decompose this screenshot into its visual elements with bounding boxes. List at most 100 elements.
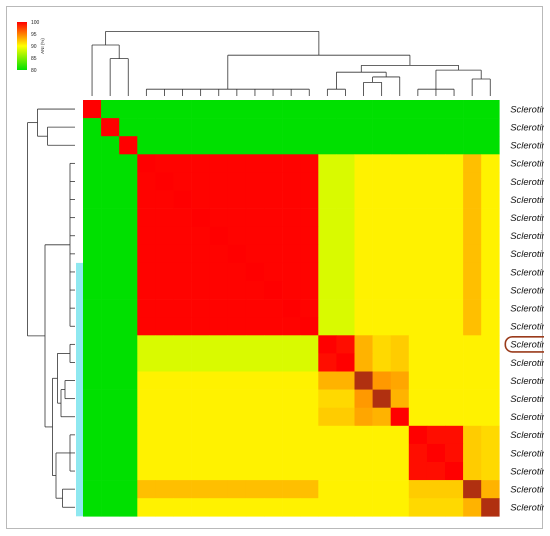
heatmap-cell	[101, 172, 120, 191]
heatmap-cell	[191, 353, 210, 372]
heatmap-cell	[300, 335, 319, 354]
colorbar-tick-label: 90	[31, 44, 37, 50]
heatmap-cell	[445, 389, 464, 408]
heatmap-cell	[336, 172, 355, 191]
heatmap-cell	[481, 118, 500, 137]
row-label-taxon: Sclerotinia sclerotiorum	[510, 284, 544, 295]
heatmap-cell	[300, 498, 319, 517]
heatmap-cell	[245, 226, 265, 246]
row-label: Sclerotinia sclerotiorum 1980 UF-70	[510, 176, 544, 187]
heatmap-cell	[155, 281, 174, 300]
heatmap-cell	[173, 244, 192, 264]
row-label-taxon: Sclerotinia nivalis	[510, 339, 544, 350]
heatmap-cell	[264, 190, 283, 209]
heatmap-cell	[264, 335, 283, 354]
heatmap-cell	[137, 281, 156, 300]
heatmap-cell	[137, 462, 156, 481]
heatmap-cell	[282, 317, 301, 336]
heatmap-cell	[408, 190, 428, 209]
heatmap-cell	[137, 244, 156, 264]
heatmap-cell	[155, 244, 174, 264]
heatmap-cell	[445, 262, 464, 282]
heatmap-cell	[481, 190, 500, 209]
heatmap-cell	[481, 443, 500, 463]
heatmap-cell	[463, 226, 482, 246]
heatmap-cell	[354, 136, 373, 155]
heatmap-cell	[372, 136, 391, 155]
heatmap-cell	[318, 208, 337, 227]
colorbar-tick-label: 100	[31, 20, 40, 26]
heatmap-cell	[300, 172, 319, 191]
heatmap-cell	[300, 425, 319, 445]
heatmap-cell	[318, 462, 337, 481]
row-label-taxon: Sclerotinia minor	[510, 429, 544, 440]
heatmap-cell	[101, 154, 120, 173]
heatmap-cell	[227, 353, 247, 372]
heatmap-cell	[245, 154, 265, 173]
heatmap-cell	[191, 190, 210, 209]
heatmap-cell	[445, 317, 464, 336]
heatmap-cell	[354, 407, 373, 427]
heatmap-cell	[445, 498, 464, 517]
row-label: Sclerotinia sclerotiorum P7	[510, 194, 544, 205]
heatmap-cell	[173, 389, 192, 408]
heatmap-cell	[191, 407, 210, 427]
heatmap-cell	[463, 353, 482, 372]
heatmap-cell	[445, 190, 464, 209]
heatmap-cell	[445, 371, 464, 390]
heatmap-cell	[83, 190, 102, 209]
heatmap-cell	[426, 498, 446, 517]
row-label-taxon: Sclerotinia trifoliorum	[510, 502, 544, 513]
heatmap-cell	[83, 262, 102, 282]
heatmap-cell	[155, 498, 174, 517]
left-dendrogram	[27, 108, 75, 508]
heatmap-cell	[463, 100, 482, 119]
heatmap-cell	[372, 118, 391, 137]
row-label-taxon: Sclerotinia asari	[510, 411, 544, 422]
heatmap-cell	[245, 244, 265, 264]
heatmap-cell	[390, 172, 410, 191]
heatmap-cell	[245, 299, 265, 318]
heatmap-cell	[264, 498, 283, 517]
heatmap-cell	[390, 480, 410, 499]
heatmap-cell	[336, 100, 355, 119]
heatmap-cell	[300, 353, 319, 372]
heatmap-cell	[408, 226, 428, 246]
heatmap-cell	[264, 172, 283, 191]
heatmap-cell	[173, 407, 192, 427]
row-label: Sclerotinia sclerotiorum ESR-01	[510, 158, 544, 169]
heatmap-cell	[318, 371, 337, 390]
heatmap-cell	[481, 462, 500, 481]
heatmap-cell	[372, 244, 391, 264]
heatmap-cell	[390, 244, 410, 264]
heatmap-cell	[282, 208, 301, 227]
heatmap-cell	[137, 299, 156, 318]
heatmap-cell	[227, 389, 247, 408]
heatmap-cell	[426, 462, 446, 481]
heatmap-cell	[282, 389, 301, 408]
heatmap-cell	[137, 335, 156, 354]
heatmap-cell	[390, 407, 410, 427]
heatmap-cell	[481, 498, 500, 517]
heatmap-cell	[318, 244, 337, 264]
heatmap-cell	[191, 172, 210, 191]
heatmap-cell	[83, 407, 102, 427]
row-label-taxon: Sclerotinia sclerotiorum	[510, 176, 544, 187]
heatmap-cell	[336, 371, 355, 390]
row-labels: Sclerotinia spermophila CBS 219_46Sclero…	[504, 103, 544, 513]
heatmap-cell	[101, 371, 120, 390]
heatmap-cell	[463, 244, 482, 264]
heatmap-cell	[173, 154, 192, 173]
heatmap-cell	[227, 100, 247, 119]
heatmap-cell	[481, 389, 500, 408]
heatmap-cell	[83, 371, 102, 390]
heatmap-cell	[300, 226, 319, 246]
heatmap-cell	[481, 299, 500, 318]
heatmap-cell	[336, 480, 355, 499]
heatmap-cell	[481, 335, 500, 354]
heatmap-cell	[227, 136, 247, 155]
heatmap-cell	[173, 172, 192, 191]
heatmap-cell	[264, 462, 283, 481]
heatmap-cell	[191, 226, 210, 246]
heatmap-cell	[463, 443, 482, 463]
